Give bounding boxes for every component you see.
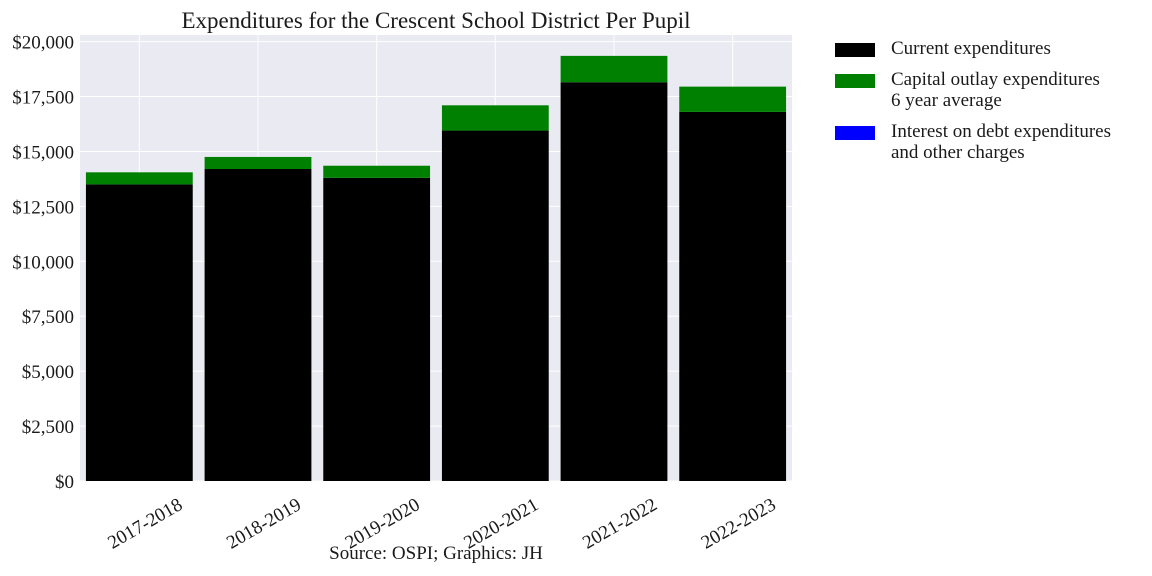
source-note: Source: OSPI; Graphics: JH: [329, 543, 543, 564]
y-tick-label: $7,500: [22, 307, 74, 328]
y-tick-label: $20,000: [12, 33, 74, 54]
legend-swatch-current: [835, 43, 875, 57]
legend-label-current: Current expenditures: [891, 38, 1051, 59]
bar-segment-capital-outlay: [560, 55, 668, 83]
bar-segment-capital-outlay: [679, 86, 787, 112]
bar-segment-current: [679, 111, 787, 482]
bars: [85, 55, 787, 482]
legend-item-interest-debt: Interest on debt expenditures and other …: [835, 121, 1145, 163]
y-tick-label: $2,500: [22, 417, 74, 438]
bar-segment-capital-outlay: [85, 172, 193, 185]
y-tick-label: $10,000: [12, 252, 74, 273]
plot-area: [80, 35, 792, 481]
y-tick-label: $15,000: [12, 142, 74, 163]
legend-item-capital-outlay: Capital outlay expenditures 6 year avera…: [835, 69, 1145, 111]
y-tick-label: $12,500: [12, 197, 74, 218]
legend-item-current: Current expenditures: [835, 38, 1145, 59]
legend-swatch-capital-outlay: [835, 74, 875, 88]
legend: Current expenditures Capital outlay expe…: [835, 38, 1145, 173]
y-tick-label: $17,500: [12, 88, 74, 109]
legend-swatch-interest-debt: [835, 126, 875, 140]
bar-segment-current: [323, 177, 431, 482]
y-tick-label: $0: [55, 472, 74, 493]
y-axis-tick-labels: $0 $2,500 $5,000 $7,500 $10,000 $12,500 $15,00…: [12, 33, 74, 493]
legend-label-capital-outlay: Capital outlay expenditures 6 year avera…: [891, 69, 1100, 111]
bar-segment-capital-outlay: [204, 156, 312, 170]
bar-segment-capital-outlay: [441, 105, 549, 131]
bar-segment-capital-outlay: [323, 165, 431, 178]
bar-segment-current: [560, 82, 668, 481]
bar-segment-current: [85, 184, 193, 481]
bar-segment-current: [204, 169, 312, 481]
chart-title: Expenditures for the Crescent School Dis…: [181, 8, 690, 33]
y-tick-label: $5,000: [22, 362, 74, 383]
bar-segment-current: [441, 130, 549, 482]
legend-label-interest-debt: Interest on debt expenditures and other …: [891, 121, 1112, 163]
